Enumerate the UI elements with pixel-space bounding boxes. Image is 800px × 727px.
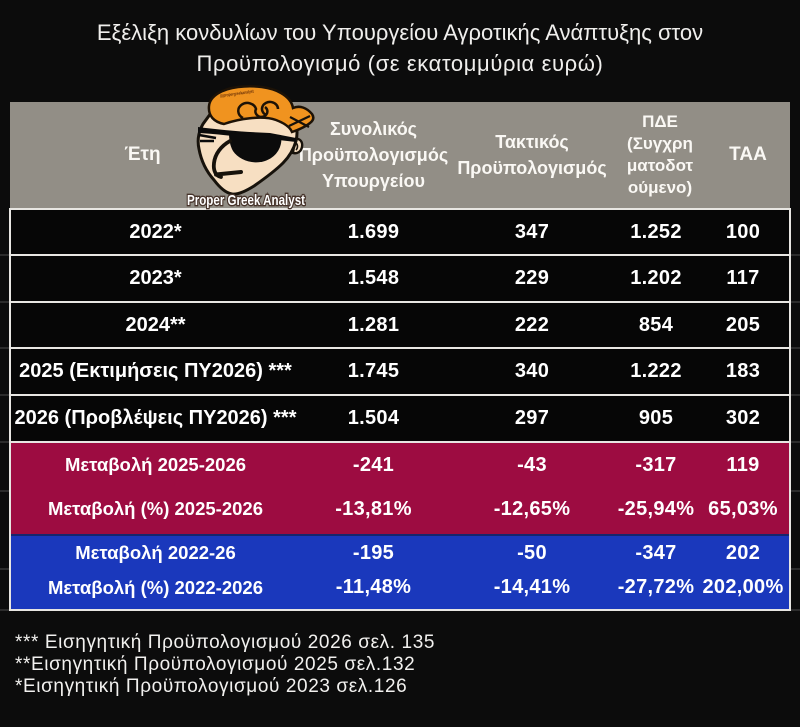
svg-text:@propergreekanalyst: @propergreekanalyst [220, 89, 255, 99]
svg-text:Proper Greek Analyst: Proper Greek Analyst [187, 192, 305, 209]
